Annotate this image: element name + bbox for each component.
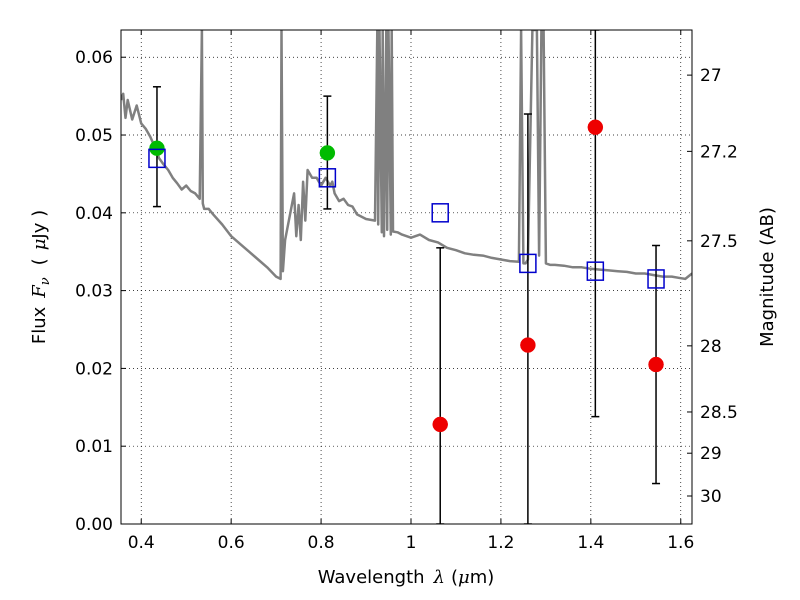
y-axis-unit-open: (: [29, 258, 50, 265]
y-axis-title: Flux Fν ( μJy ): [29, 210, 53, 344]
y-axis-symbol-sub: ν: [38, 277, 53, 285]
plot-background: [121, 30, 692, 524]
y-tick-label: 0.00: [75, 515, 113, 535]
x-tick-label: 1.4: [577, 533, 604, 553]
y2-axis-title: Magnitude (AB): [757, 207, 778, 347]
x-tick-label: 1.6: [667, 533, 694, 553]
y2-tick-labels: 27 27.2 27.5 28 28.5 29 30: [700, 66, 738, 507]
y-tick-labels: 0.00 0.01 0.02 0.03 0.04 0.05 0.06: [75, 48, 113, 535]
y-axis-unit-mu: μ: [29, 239, 50, 251]
x-axis-unit-rest: m): [470, 567, 495, 588]
y-tick-label: 0.06: [75, 48, 113, 68]
data-point-blue-square: [318, 168, 337, 188]
y2-tick-label: 30: [700, 487, 722, 507]
x-tick-label: 1.2: [487, 533, 514, 553]
model-spectrum-layer: [121, 30, 692, 281]
x-tick-label: 0.4: [128, 533, 155, 553]
data-point-red-circle: [520, 337, 536, 353]
data-points: [148, 119, 665, 433]
axis-ticks: [121, 30, 692, 525]
x-axis-unit-open: (: [451, 567, 458, 588]
x-axis-label: Wavelength: [318, 567, 425, 588]
y-tick-label: 0.03: [75, 282, 113, 302]
data-point-blue-square: [519, 253, 537, 274]
y2-tick-label: 28.5: [700, 403, 738, 423]
y-axis-label: Flux: [29, 306, 50, 344]
y-tick-label: 0.05: [75, 126, 113, 146]
data-point-green-circle: [149, 140, 165, 156]
data-point-blue-square: [431, 203, 449, 223]
y2-tick-label: 27: [700, 66, 722, 86]
x-tick-label: 0.8: [308, 533, 335, 553]
x-tick-labels: 0.4 0.6 0.8 1 1.2 1.4 1.6: [128, 533, 695, 553]
data-point-green-circle: [319, 145, 336, 161]
y2-tick-label: 27.2: [700, 142, 738, 162]
data-point-blue-square: [586, 261, 605, 281]
x-tick-label: 1: [406, 533, 417, 553]
y-axis-unit-rest: Jy ): [29, 210, 50, 240]
data-point-blue-square: [647, 269, 665, 289]
x-axis-unit-mu: μ: [458, 567, 470, 588]
y2-tick-label: 27.5: [700, 232, 738, 252]
data-point-blue-square: [148, 148, 166, 169]
y-tick-label: 0.02: [75, 359, 113, 379]
x-axis-title: Wavelength λ (μm): [318, 567, 495, 588]
x-axis-symbol: λ: [433, 567, 445, 588]
data-point-red-circle: [648, 356, 664, 373]
y2-tick-label: 28: [700, 337, 722, 357]
data-point-red-circle: [587, 119, 604, 135]
y-axis-symbol: F: [29, 284, 50, 299]
plot-frame: [120, 29, 693, 525]
y2-tick-label: 29: [700, 444, 722, 464]
model-spectrum-line: [121, 30, 692, 281]
y-tick-label: 0.04: [75, 204, 113, 224]
x-tick-label: 0.6: [218, 533, 245, 553]
data-point-red-circle: [432, 416, 448, 433]
y-tick-label: 0.01: [75, 437, 113, 457]
